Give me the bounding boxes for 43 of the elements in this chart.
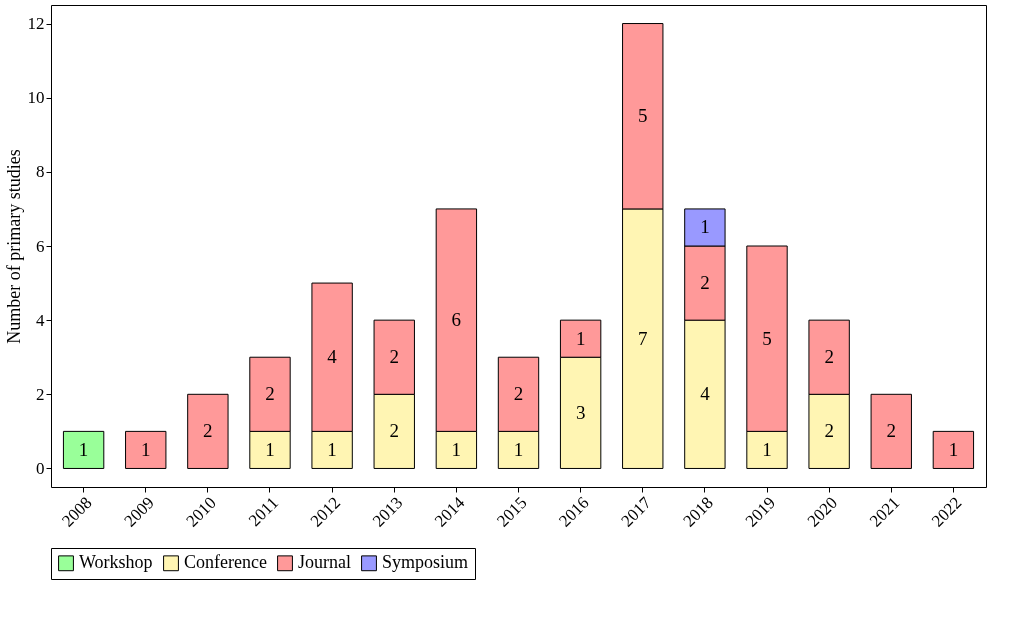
y-tick-label: 4 [36, 310, 45, 330]
y-tick-label: 8 [36, 162, 45, 182]
data-label: 2 [265, 383, 275, 405]
data-label: 1 [140, 438, 151, 460]
data-label: 1 [78, 438, 89, 460]
bar [187, 393, 229, 469]
bar [125, 430, 167, 469]
data-label: 1 [762, 438, 772, 460]
legend-label: Symposium [382, 552, 469, 573]
data-label: 3 [575, 401, 586, 423]
data-label: 2 [824, 346, 834, 368]
data-label: 1 [700, 216, 710, 238]
data-label: 1 [451, 438, 462, 460]
y-tick-label: 12 [27, 14, 45, 34]
legend-label: Conference [184, 552, 267, 573]
data-label: 5 [638, 105, 648, 127]
data-label: 2 [203, 420, 213, 442]
y-tick-label: 10 [27, 88, 45, 108]
y-tick-label: 0 [36, 458, 45, 478]
bar [870, 393, 912, 469]
bar [62, 430, 105, 469]
legend-label: Workshop [79, 552, 153, 573]
data-label: 2 [389, 346, 399, 368]
data-label: 6 [451, 309, 462, 331]
data-label: 2 [824, 420, 834, 442]
data-label: 1 [575, 327, 586, 349]
y-tick-label: 2 [36, 384, 45, 404]
data-label: 4 [700, 383, 711, 405]
y-tick-label: 6 [36, 236, 45, 256]
data-label: 1 [513, 438, 524, 460]
data-label: 1 [265, 438, 275, 460]
data-label: 1 [327, 438, 337, 460]
data-label: 2 [886, 420, 897, 442]
y-axis-title: Number of primary studies [3, 149, 24, 344]
bar [932, 430, 975, 469]
legend-label: Journal [298, 552, 351, 573]
data-label: 4 [327, 346, 338, 368]
data-label: 2 [513, 383, 524, 405]
data-label: 5 [762, 327, 772, 349]
data-label: 2 [389, 420, 399, 442]
data-label: 2 [700, 272, 710, 294]
data-label: 1 [948, 438, 959, 460]
data-label: 7 [638, 327, 648, 349]
